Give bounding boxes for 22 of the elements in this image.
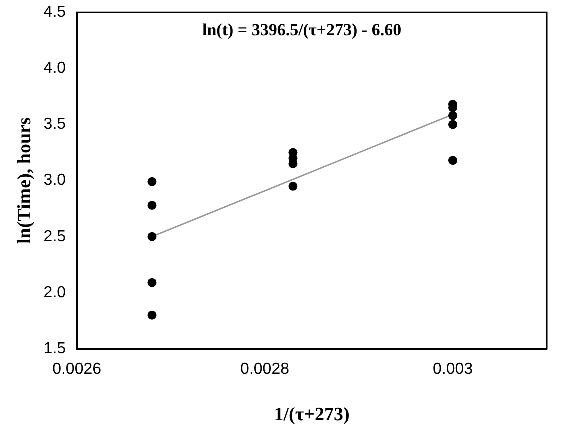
point [148,232,157,242]
point [448,120,458,130]
point [148,310,157,320]
point [148,278,157,288]
point [448,111,458,120]
y-tick-label: 4.5 [44,4,66,22]
point [148,200,157,210]
y-axis-title: ln(Time), hours [14,118,36,244]
y-tick-label: 2.5 [44,228,66,246]
y-tick-label: 3.0 [44,172,66,190]
y-tick-label: 1.5 [44,340,66,358]
x-tick-label: 0.0028 [240,361,290,378]
x-tick-label: 0.003 [432,361,474,378]
point [288,182,298,191]
point [148,177,157,186]
x-axis-title: 1/(τ+273) [274,404,350,426]
x-tick-label: 0.0026 [52,361,102,378]
y-tick-label: 4.0 [44,60,66,78]
annotation: ln(t) = 3396.5/(τ+273) - 6.60 [202,20,402,40]
point [448,156,458,166]
y-tick-label: 3.5 [44,116,66,134]
y-tick-label: 2.0 [44,284,66,302]
